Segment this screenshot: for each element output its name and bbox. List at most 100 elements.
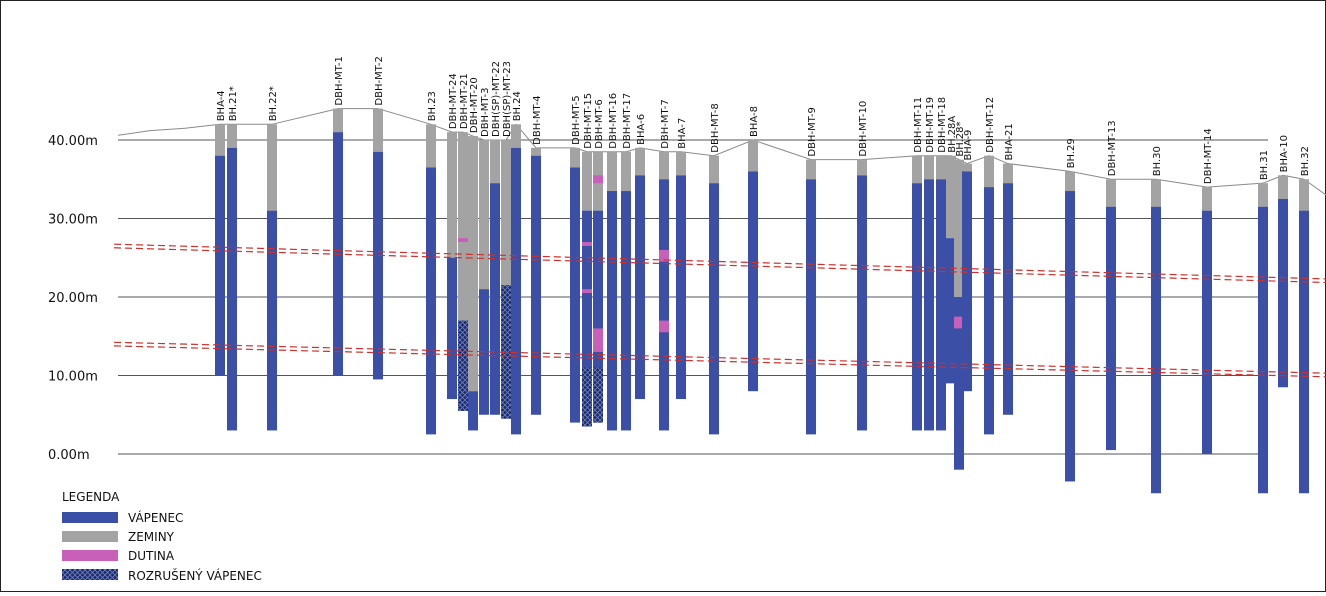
borehole-soil bbox=[267, 124, 277, 211]
borehole-soil bbox=[621, 151, 631, 192]
borehole-soil bbox=[936, 155, 946, 180]
legend-title: LEGENDA bbox=[62, 490, 120, 504]
borehole: BHA-4 bbox=[215, 90, 227, 376]
borehole-label: DBH-MT-5 bbox=[571, 95, 582, 144]
borehole-limestone bbox=[468, 391, 478, 431]
borehole: BHA-9 bbox=[962, 130, 974, 392]
borehole-soil bbox=[676, 151, 686, 176]
borehole-limestone bbox=[227, 147, 237, 431]
borehole-limestone bbox=[607, 191, 617, 431]
borehole-soil bbox=[582, 151, 592, 211]
borehole-soil bbox=[962, 163, 972, 172]
borehole-label: BH.31 bbox=[1259, 150, 1270, 180]
borehole: DBH-MT-7 bbox=[659, 99, 671, 431]
borehole-soil bbox=[227, 124, 237, 148]
borehole-limestone bbox=[1151, 206, 1161, 494]
y-tick-label: 0.00m bbox=[48, 448, 90, 463]
borehole-label: BH.23 bbox=[427, 91, 438, 121]
borehole: BHA-6 bbox=[635, 114, 647, 400]
borehole: DBH-MT-20 bbox=[468, 77, 480, 431]
borehole-label: DBH-MT-18 bbox=[937, 97, 948, 153]
borehole: DBH-MT-1 bbox=[333, 56, 345, 376]
borehole-soil bbox=[570, 147, 580, 168]
borehole-limestone bbox=[490, 183, 500, 415]
borehole-soil bbox=[607, 151, 617, 192]
borehole: DBH-MT-8 bbox=[709, 103, 721, 435]
borehole-limestone bbox=[1258, 206, 1268, 494]
borehole: BHA-8 bbox=[748, 106, 760, 392]
borehole: DBH-MT-5 bbox=[570, 95, 582, 423]
borehole-limestone bbox=[635, 175, 645, 400]
borehole-soil bbox=[501, 140, 511, 286]
fault-line bbox=[113, 247, 1326, 284]
borehole-label: DBH-MT-11 bbox=[913, 97, 924, 153]
borehole: BH.30 bbox=[1151, 146, 1163, 494]
borehole: DBH-MT-16 bbox=[607, 93, 619, 431]
boreholes: BHA-4 BH.21* BH.22* DBH-MT-1 DBH-MT-2 BH.23 DB… bbox=[215, 56, 1311, 494]
borehole-soil bbox=[1258, 183, 1268, 207]
borehole-limestone bbox=[267, 210, 277, 431]
borehole-limestone bbox=[1299, 210, 1309, 494]
borehole-label: BH.28* bbox=[955, 122, 966, 157]
borehole-label: DBH-MT-15 bbox=[583, 93, 594, 149]
borehole-soil bbox=[954, 159, 964, 297]
borehole: DBH(SP)-MT-22 bbox=[490, 61, 502, 415]
borehole-label: BHA-21 bbox=[1004, 123, 1015, 160]
borehole-disturbed bbox=[501, 285, 511, 419]
borehole-soil bbox=[1106, 179, 1116, 207]
borehole-limestone bbox=[1003, 183, 1013, 415]
borehole-soil bbox=[1202, 187, 1212, 211]
borehole-soil bbox=[426, 124, 436, 168]
borehole-limestone bbox=[582, 210, 592, 427]
legend-swatch-soil bbox=[62, 531, 118, 542]
borehole: BHA-7 bbox=[676, 118, 688, 400]
borehole-label: DBH-MT-19 bbox=[925, 97, 936, 153]
borehole-limestone bbox=[479, 289, 489, 415]
borehole-limestone bbox=[531, 155, 541, 415]
borehole: DBH-MT-11 bbox=[912, 97, 924, 431]
borehole-label: DBH-MT-13 bbox=[1107, 120, 1118, 176]
borehole-soil bbox=[635, 147, 645, 176]
borehole: DBH-MT-4 bbox=[531, 95, 543, 415]
borehole-label: DBH-MT-8 bbox=[710, 103, 721, 152]
borehole-label: DBH-MT-21 bbox=[459, 73, 470, 129]
borehole-cavity bbox=[582, 289, 592, 294]
borehole-limestone bbox=[924, 179, 934, 431]
borehole-soil bbox=[490, 140, 500, 184]
borehole-label: BHA-4 bbox=[216, 90, 227, 121]
borehole-label: BH.24 bbox=[512, 91, 523, 121]
borehole-disturbed bbox=[593, 367, 603, 423]
borehole-soil bbox=[912, 155, 922, 184]
legend-swatch-cavity bbox=[62, 550, 118, 561]
borehole-cavity bbox=[593, 175, 603, 184]
borehole-disturbed bbox=[458, 320, 468, 411]
borehole-label: DBH-MT-7 bbox=[660, 99, 671, 148]
borehole-soil bbox=[468, 136, 478, 392]
borehole-limestone bbox=[857, 175, 867, 431]
borehole-label: BHA-9 bbox=[963, 130, 974, 161]
borehole: DBH-MT-2 bbox=[373, 56, 385, 380]
borehole-cavity bbox=[582, 242, 592, 246]
fault-lines bbox=[113, 243, 1326, 378]
borehole-soil bbox=[806, 159, 816, 180]
borehole-label: BH.28A bbox=[947, 116, 958, 153]
borehole: BH.28* bbox=[954, 122, 966, 470]
borehole: DBH-MT-15 bbox=[582, 93, 594, 427]
legend-item-soil: ZEMINY bbox=[62, 530, 175, 544]
borehole: BH.32 bbox=[1299, 146, 1311, 494]
borehole: DBH-MT-14 bbox=[1202, 128, 1214, 454]
borehole: BH.29 bbox=[1065, 138, 1077, 482]
borehole-limestone bbox=[946, 238, 956, 384]
borehole: DBH-MT-12 bbox=[984, 97, 996, 435]
borehole-limestone bbox=[912, 183, 922, 431]
elevation-grid: 40.00m 30.00m 20.00m 10.00m 0.00m bbox=[48, 134, 1268, 463]
borehole-soil bbox=[458, 132, 468, 321]
borehole-soil bbox=[984, 155, 994, 188]
borehole-limestone bbox=[511, 147, 521, 435]
borehole-label: BHA-10 bbox=[1279, 135, 1290, 172]
borehole-label: DBH-MT-14 bbox=[1203, 128, 1214, 184]
borehole-label: BHA-8 bbox=[749, 106, 760, 137]
borehole-label: DBH-MT-6 bbox=[594, 99, 605, 148]
borehole-limestone bbox=[570, 167, 580, 423]
borehole-soil bbox=[946, 155, 956, 239]
